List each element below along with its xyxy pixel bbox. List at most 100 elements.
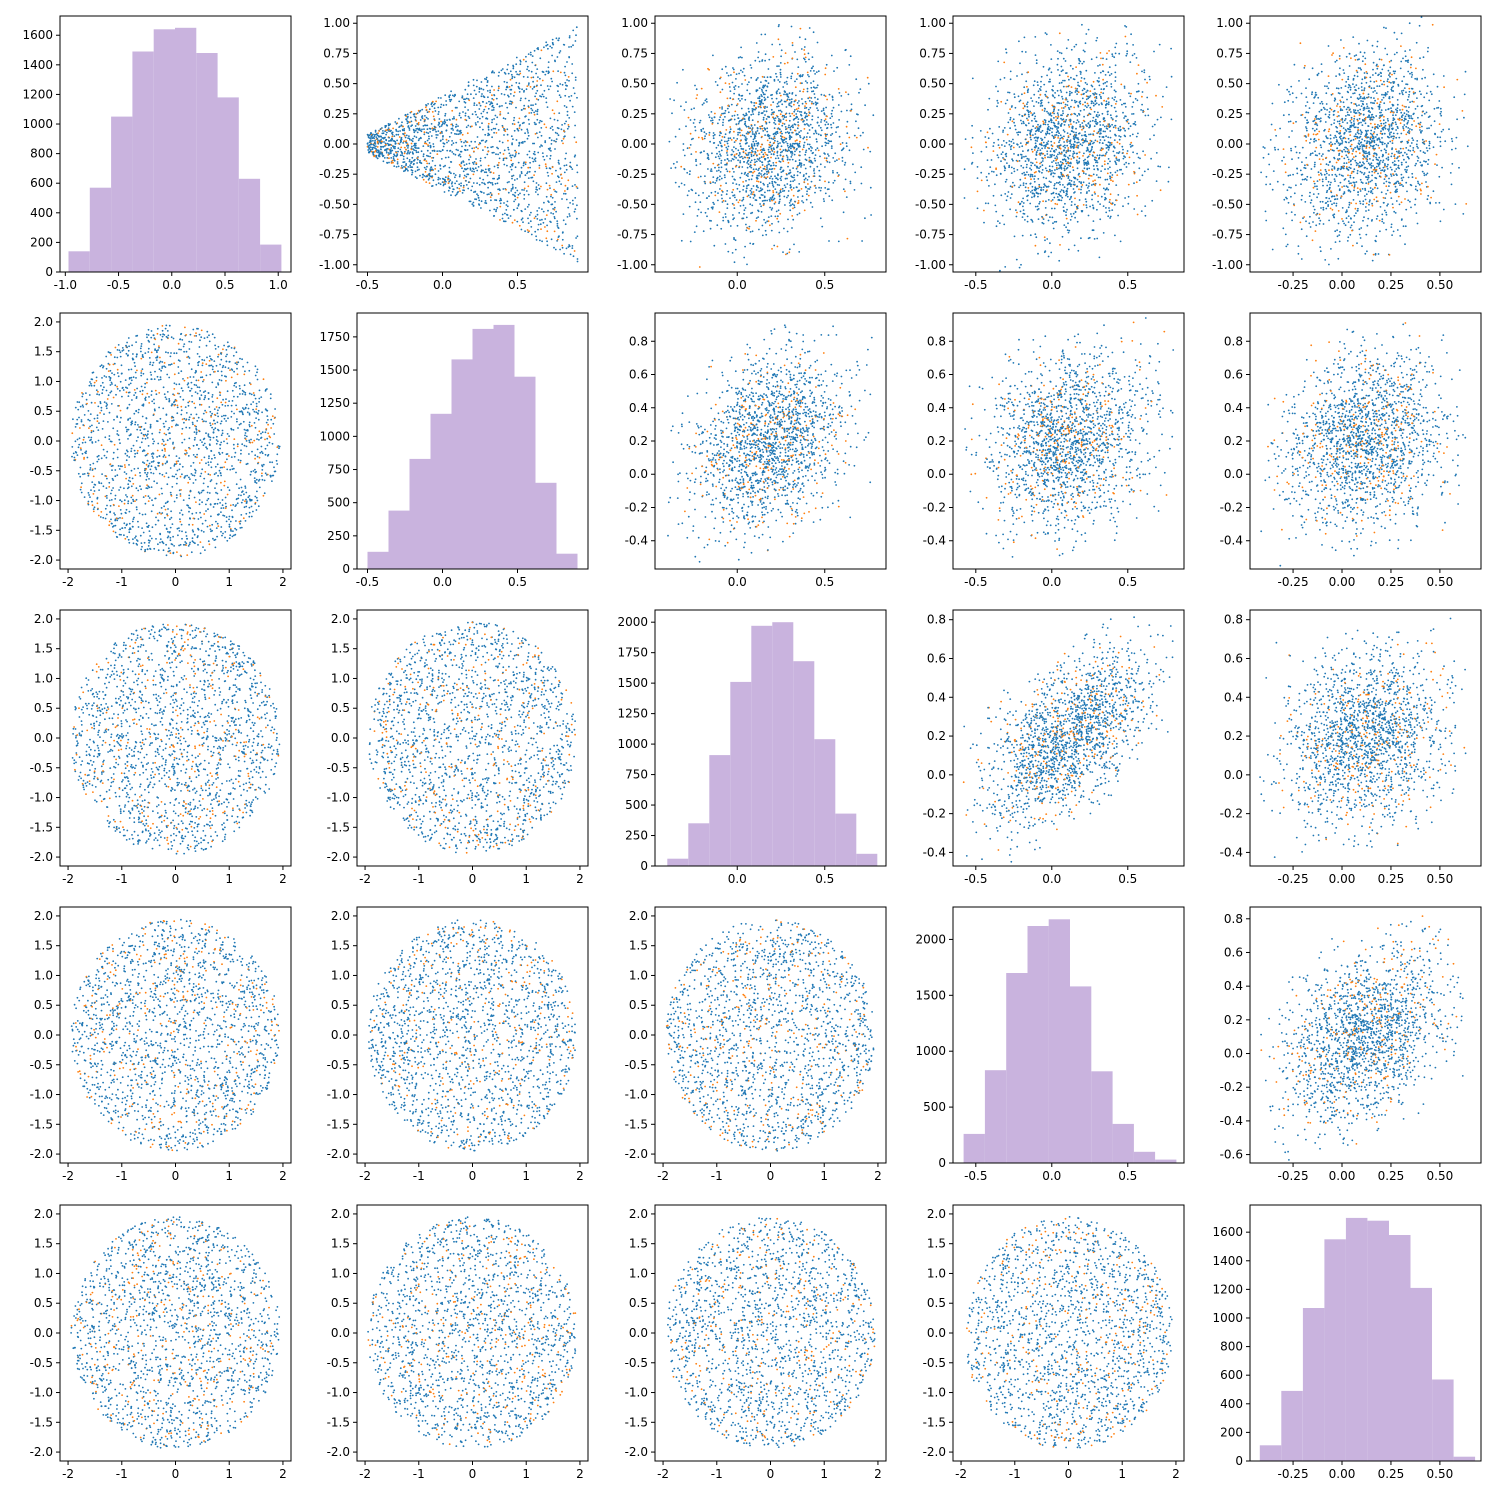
scatter-point: [1113, 56, 1116, 59]
scatter-point: [788, 102, 791, 105]
scatter-point: [694, 84, 696, 87]
scatter-point: [1009, 197, 1012, 199]
scatter-point: [730, 160, 733, 162]
scatter-point: [841, 160, 844, 162]
scatter-point: [1127, 122, 1130, 125]
scatter-point: [1087, 155, 1090, 158]
scatter-point: [1153, 123, 1156, 126]
scatter-point: [455, 193, 458, 196]
scatter-point: [718, 211, 721, 214]
scatter-point: [1013, 121, 1015, 124]
scatter-point: [772, 101, 775, 104]
scatter-point: [833, 179, 836, 182]
scatter-point: [848, 136, 851, 139]
scatter-point: [1096, 208, 1098, 211]
scatter-point: [786, 158, 789, 161]
scatter-point: [757, 113, 760, 116]
scatter-point: [1105, 153, 1107, 155]
scatter-point: [565, 120, 567, 123]
scatter-point: [788, 202, 791, 204]
scatter-point: [534, 103, 537, 105]
scatter-point: [755, 42, 758, 44]
scatter-point: [498, 188, 501, 191]
scatter-point: [568, 79, 570, 82]
scatter-point: [756, 130, 759, 132]
scatter-point: [408, 127, 411, 130]
scatter-point: [446, 141, 448, 144]
scatter-point: [468, 162, 471, 165]
scatter-point: [1021, 172, 1024, 175]
scatter-point: [1027, 142, 1029, 144]
scatter-point: [750, 159, 753, 162]
scatter-point: [533, 111, 535, 114]
scatter-point: [1099, 183, 1101, 186]
scatter-point: [1058, 141, 1060, 144]
scatter-point: [749, 151, 751, 154]
scatter-point: [745, 229, 748, 232]
scatter-point: [772, 162, 775, 164]
scatter-point: [1087, 185, 1090, 188]
scatter-point: [798, 100, 800, 102]
scatter-point: [1106, 80, 1108, 83]
scatter-point: [861, 240, 863, 242]
scatter-point: [433, 119, 436, 122]
scatter-point: [547, 47, 549, 50]
scatter-point: [997, 220, 999, 223]
scatter-point: [483, 192, 485, 194]
scatter-point: [799, 134, 801, 137]
scatter-point: [1153, 134, 1155, 137]
scatter-point: [745, 112, 748, 115]
scatter-point: [1010, 148, 1012, 151]
scatter-point: [775, 210, 778, 213]
scatter-point: [1037, 178, 1040, 180]
scatter-point: [535, 72, 537, 75]
scatter-point: [1134, 121, 1137, 123]
scatter-point: [394, 145, 396, 148]
scatter-point: [431, 160, 434, 162]
scatter-point: [455, 180, 458, 183]
scatter-point: [777, 209, 780, 212]
scatter-point: [1081, 134, 1083, 137]
scatter-point: [481, 115, 484, 118]
scatter-point: [527, 222, 530, 225]
scatter-point: [468, 144, 471, 147]
scatter-point: [733, 114, 736, 117]
scatter-point: [762, 91, 764, 94]
scatter-point: [790, 77, 793, 80]
scatter-point: [543, 158, 546, 161]
scatter-point: [488, 193, 490, 196]
scatter-point: [1049, 150, 1052, 153]
y-tick-label: 800: [30, 147, 53, 161]
scatter-point: [803, 53, 806, 56]
scatter-point: [825, 106, 827, 109]
scatter-point: [534, 170, 536, 173]
scatter-point: [461, 133, 464, 136]
scatter-point: [779, 62, 782, 64]
scatter-point: [747, 154, 750, 156]
scatter-point: [1085, 98, 1088, 101]
scatter-point: [1094, 92, 1096, 94]
scatter-point: [1053, 151, 1056, 153]
scatter-point: [384, 145, 386, 147]
scatter-point: [481, 100, 484, 103]
scatter-point: [809, 106, 812, 109]
scatter-point: [773, 141, 776, 144]
scatter-point: [1006, 195, 1009, 198]
scatter-point: [1126, 50, 1129, 53]
scatter-point: [1082, 155, 1084, 157]
scatter-point: [787, 194, 789, 197]
scatter-point: [773, 167, 776, 170]
scatter-point: [791, 131, 793, 134]
scatter-point: [1056, 102, 1059, 104]
scatter-point: [762, 153, 765, 156]
scatter-point: [774, 119, 776, 122]
scatter-point: [490, 128, 493, 131]
scatter-point: [567, 246, 570, 248]
scatter-point: [1091, 100, 1094, 103]
scatter-point: [733, 130, 735, 133]
scatter-point: [790, 156, 793, 158]
scatter-point: [733, 146, 735, 149]
scatter-point: [424, 171, 427, 173]
scatter-point: [524, 107, 526, 110]
scatter-point: [712, 54, 714, 57]
